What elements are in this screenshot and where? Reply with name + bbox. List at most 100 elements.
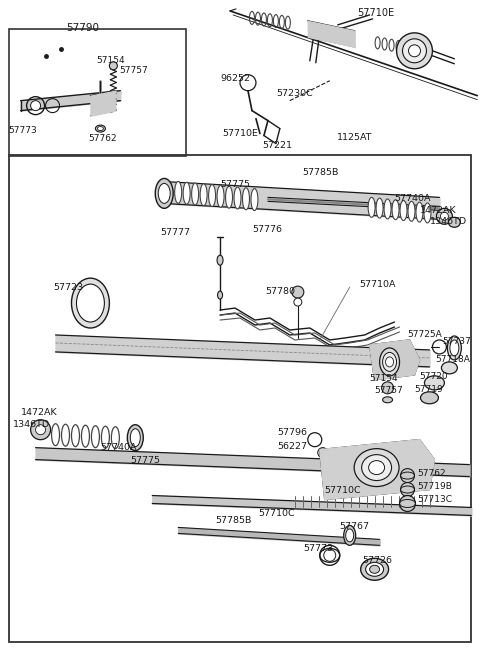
Circle shape <box>396 33 432 69</box>
Text: 57718A: 57718A <box>435 355 470 364</box>
Polygon shape <box>320 440 434 500</box>
Ellipse shape <box>385 357 394 367</box>
Text: 57762: 57762 <box>418 468 446 477</box>
Circle shape <box>292 286 304 298</box>
Ellipse shape <box>251 189 258 210</box>
Ellipse shape <box>383 397 393 403</box>
Ellipse shape <box>400 200 407 221</box>
Ellipse shape <box>61 424 70 446</box>
Ellipse shape <box>370 565 380 573</box>
Text: 57785B: 57785B <box>215 516 252 525</box>
Text: 57154: 57154 <box>96 56 125 65</box>
Text: 57780: 57780 <box>265 287 295 296</box>
Circle shape <box>400 483 415 496</box>
Ellipse shape <box>242 188 250 210</box>
Ellipse shape <box>416 202 423 222</box>
Ellipse shape <box>354 449 399 487</box>
Ellipse shape <box>392 200 399 219</box>
Ellipse shape <box>51 424 60 445</box>
Text: 57710C: 57710C <box>325 485 361 495</box>
Circle shape <box>441 212 448 220</box>
Ellipse shape <box>384 199 391 219</box>
Ellipse shape <box>72 278 109 328</box>
Text: 57230C: 57230C <box>276 88 312 98</box>
Text: 57221: 57221 <box>262 141 292 149</box>
Text: 57773: 57773 <box>9 126 37 134</box>
Text: 57726: 57726 <box>363 556 393 565</box>
Ellipse shape <box>424 376 444 390</box>
Text: 57719B: 57719B <box>418 481 452 491</box>
Text: 96252: 96252 <box>220 74 250 83</box>
Text: 57773: 57773 <box>303 544 333 553</box>
Ellipse shape <box>376 198 383 218</box>
Circle shape <box>408 45 420 57</box>
Text: 57713C: 57713C <box>418 495 453 504</box>
Ellipse shape <box>380 348 399 376</box>
Circle shape <box>403 39 426 63</box>
Ellipse shape <box>72 424 80 447</box>
Text: 57767: 57767 <box>340 523 370 531</box>
Ellipse shape <box>344 525 356 546</box>
Ellipse shape <box>442 362 457 374</box>
Ellipse shape <box>209 185 216 206</box>
Circle shape <box>382 382 394 394</box>
Text: 57785B: 57785B <box>302 168 338 178</box>
Ellipse shape <box>226 186 232 208</box>
Ellipse shape <box>346 529 354 542</box>
Text: 56227: 56227 <box>277 441 307 451</box>
Text: 57737: 57737 <box>443 337 471 346</box>
Text: 57723: 57723 <box>54 283 84 292</box>
Text: 1472AK: 1472AK <box>21 408 57 417</box>
Text: 57790: 57790 <box>67 23 99 33</box>
Text: 57719: 57719 <box>415 385 443 394</box>
Ellipse shape <box>111 426 120 449</box>
Ellipse shape <box>192 183 199 205</box>
Ellipse shape <box>96 125 106 132</box>
Circle shape <box>36 424 46 435</box>
Text: 57775: 57775 <box>130 456 160 464</box>
Ellipse shape <box>97 126 103 130</box>
Ellipse shape <box>424 203 431 223</box>
Ellipse shape <box>447 336 461 360</box>
Ellipse shape <box>361 455 392 481</box>
Text: 57720: 57720 <box>420 372 448 381</box>
Bar <box>9 29 186 157</box>
Text: 57740A: 57740A <box>100 443 137 452</box>
Ellipse shape <box>217 185 224 208</box>
Ellipse shape <box>101 426 109 448</box>
Ellipse shape <box>91 426 99 447</box>
Ellipse shape <box>183 182 190 204</box>
Ellipse shape <box>82 425 89 447</box>
Ellipse shape <box>448 217 460 227</box>
Circle shape <box>400 468 415 483</box>
Circle shape <box>109 62 117 69</box>
Text: 1125AT: 1125AT <box>336 132 372 141</box>
Ellipse shape <box>366 563 384 576</box>
Ellipse shape <box>127 424 144 451</box>
Circle shape <box>399 496 416 512</box>
Text: 57757: 57757 <box>120 66 148 75</box>
Ellipse shape <box>158 183 170 203</box>
Ellipse shape <box>175 181 181 203</box>
Circle shape <box>436 208 452 224</box>
Ellipse shape <box>368 197 375 217</box>
Text: 57796: 57796 <box>277 428 307 437</box>
Ellipse shape <box>130 429 140 447</box>
Text: 57740A: 57740A <box>395 195 431 204</box>
Ellipse shape <box>450 340 459 356</box>
Text: 1346TD: 1346TD <box>430 217 467 227</box>
Ellipse shape <box>200 184 207 206</box>
Circle shape <box>31 101 41 111</box>
Ellipse shape <box>217 291 223 299</box>
Text: 1472AK: 1472AK <box>420 206 456 215</box>
Text: 57777: 57777 <box>160 229 190 237</box>
Ellipse shape <box>360 558 389 580</box>
Circle shape <box>294 298 302 306</box>
Bar <box>9 155 471 642</box>
Ellipse shape <box>217 255 223 265</box>
Ellipse shape <box>76 284 104 322</box>
Ellipse shape <box>155 178 173 208</box>
Circle shape <box>324 550 336 561</box>
Ellipse shape <box>420 392 438 403</box>
Text: 57762: 57762 <box>88 134 117 143</box>
